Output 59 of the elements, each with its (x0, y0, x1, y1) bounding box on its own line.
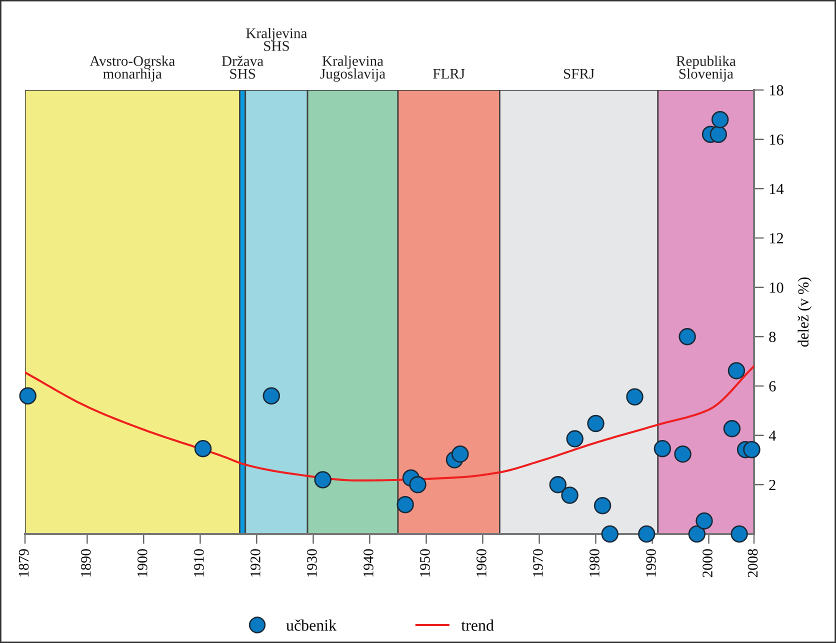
point (711, 110, 729, 128)
y-tick-label: 16 (770, 134, 784, 145)
x-tick-label: 1930 (307, 549, 317, 576)
x-tick-label: 2000 (702, 549, 712, 578)
x-tick-label: 1879 (18, 549, 29, 576)
point (710, 126, 728, 144)
point (19, 387, 36, 404)
x-tick-label: 2008 (748, 549, 758, 578)
x-tick-label: 1980 (590, 549, 600, 576)
point (452, 445, 469, 463)
point (626, 388, 644, 406)
band-label: Kraljevina SHS (246, 28, 308, 51)
y-tick-label: 4 (768, 430, 776, 441)
point (587, 414, 604, 432)
x-tick-label: 1940 (364, 549, 374, 576)
point (314, 471, 332, 488)
band-label: FLRJ (433, 69, 465, 79)
x-tick-label: 1910 (194, 549, 204, 576)
legend-label: trend (461, 620, 494, 631)
point (678, 328, 696, 346)
x-tick-label: 1960 (476, 549, 486, 576)
y-tick-label: 12 (770, 233, 784, 244)
x-tick-label: 1950 (420, 549, 430, 576)
band-label: Republika Slovenija (676, 56, 736, 82)
point (594, 497, 612, 514)
band-label: Država SHS (222, 56, 264, 79)
y-tick-label: 18 (770, 85, 784, 96)
x-tick-label: 1890 (80, 549, 91, 576)
y-tick-label: 8 (769, 332, 776, 342)
band-label: SFRJ (564, 68, 594, 79)
band-label: Avstro-Ogrska monarhija (90, 56, 175, 82)
point (409, 476, 426, 494)
y-tick-label: 2 (769, 480, 776, 490)
y-axis-title: delež (v %) (798, 277, 812, 347)
point (730, 525, 748, 543)
x-tick-label: 1990 (646, 549, 656, 576)
point (743, 441, 760, 458)
x-tick-label: 1900 (137, 549, 148, 576)
point (601, 525, 619, 543)
band-label: Kraljevina Jugoslavija (320, 56, 386, 82)
point (654, 440, 672, 458)
point (566, 430, 584, 448)
point (696, 512, 713, 530)
y-tick-label: 14 (770, 184, 784, 194)
point (194, 440, 212, 458)
point (723, 420, 741, 438)
legend-label: učbenik (286, 619, 337, 631)
point (549, 476, 567, 494)
point (396, 496, 414, 514)
point (674, 445, 692, 463)
x-tick-label: 1970 (533, 549, 543, 576)
point (688, 525, 706, 543)
point (728, 362, 746, 380)
point (561, 486, 578, 504)
y-tick-label: 6 (769, 381, 776, 392)
y-tick-label: 10 (770, 282, 784, 293)
x-tick-label: 1920 (250, 549, 260, 576)
point (638, 525, 656, 543)
point (262, 387, 280, 404)
